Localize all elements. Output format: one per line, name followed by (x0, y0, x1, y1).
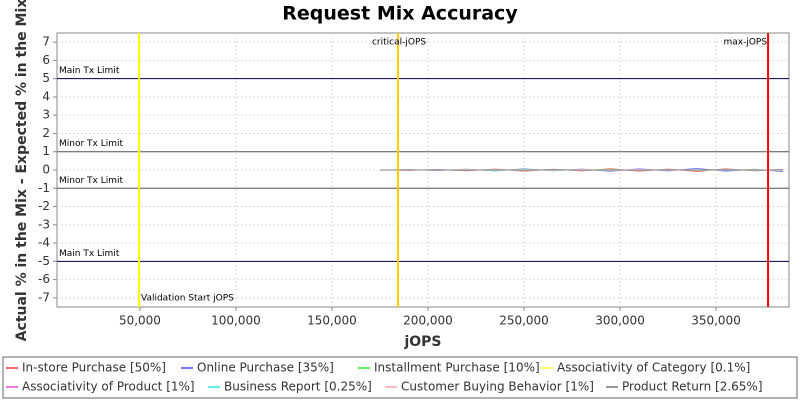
limit-label: Minor Tx Limit (59, 139, 124, 149)
x-tick-label: 50,000 (119, 314, 161, 328)
y-tick-label: -6 (38, 272, 50, 286)
limit-label: Main Tx Limit (59, 249, 120, 259)
legend-label: Installment Purchase [10%] (374, 361, 540, 375)
legend-label: Customer Buying Behavior [1%] (401, 380, 594, 394)
legend-label: Product Return [2.65%] (622, 380, 763, 394)
y-tick-label: 2 (42, 126, 50, 140)
y-tick-label: 6 (42, 53, 50, 67)
y-tick-label: 7 (42, 35, 50, 49)
x-axis-title: jOPS (403, 334, 441, 350)
legend-label: In-store Purchase [50%] (22, 361, 166, 375)
y-tick-label: 1 (42, 144, 50, 158)
y-tick-label: 5 (42, 71, 50, 85)
x-tick-label: 350,000 (691, 314, 741, 328)
legend (2, 356, 798, 399)
x-tick-label: 200,000 (403, 314, 453, 328)
y-tick-label: -4 (38, 236, 50, 250)
y-tick-label: 4 (42, 89, 50, 103)
y-tick-label: -1 (38, 181, 50, 195)
y-tick-label: 0 (42, 163, 50, 177)
x-tick-label: 150,000 (307, 314, 357, 328)
y-tick-label: 3 (42, 108, 50, 122)
marker-label: max-jOPS (723, 38, 767, 48)
y-axis-title: Actual % in the Mix - Expected % in the … (14, 0, 30, 341)
marker-label: critical-jOPS (372, 38, 426, 48)
y-tick-label: -7 (38, 290, 50, 304)
x-tick-label: 100,000 (211, 314, 261, 328)
marker-label: Validation Start jOPS (141, 294, 234, 304)
legend-label: Associativity of Product [1%] (22, 380, 195, 394)
limit-label: Main Tx Limit (59, 66, 120, 76)
y-tick-label: -3 (38, 217, 50, 231)
legend-label: Associativity of Category [0.1%] (557, 361, 750, 375)
x-tick-label: 250,000 (499, 314, 549, 328)
legend-label: Business Report [0.25%] (224, 380, 372, 394)
y-tick-label: -5 (38, 254, 50, 268)
x-tick-label: 300,000 (595, 314, 645, 328)
chart-title: Request Mix Accuracy (282, 3, 518, 25)
legend-label: Online Purchase [35%] (197, 361, 334, 375)
limit-label: Minor Tx Limit (59, 176, 124, 186)
y-tick-label: -2 (38, 199, 50, 213)
series-line (379, 168, 784, 172)
